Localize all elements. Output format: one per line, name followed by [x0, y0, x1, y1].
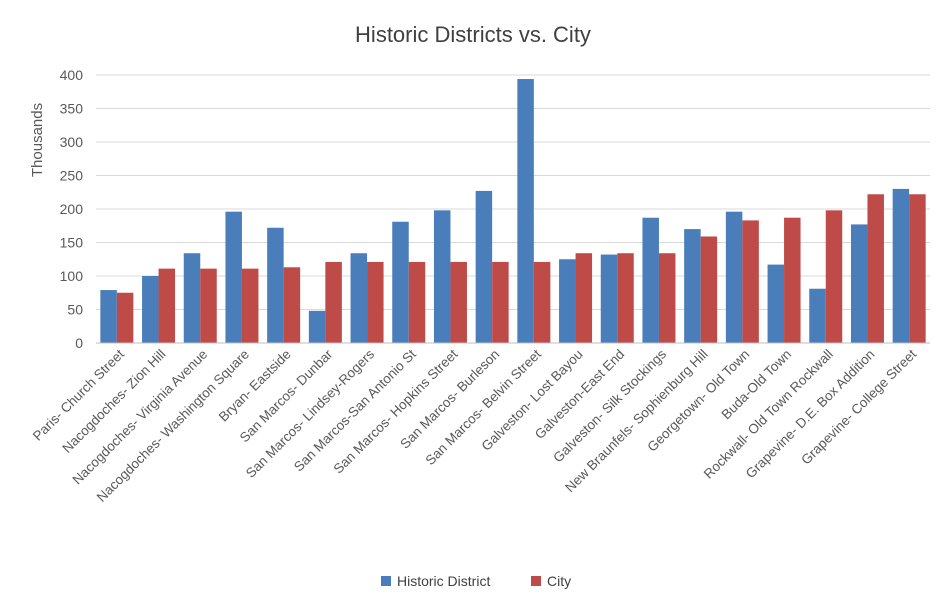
bar-city: [867, 194, 884, 343]
y-axis-label: Thousands: [29, 103, 46, 177]
bar-city: [825, 210, 843, 343]
bar-city: [658, 253, 676, 343]
bar-city: [909, 194, 926, 343]
bar-historic-district: [183, 253, 201, 343]
bar-city: [450, 261, 467, 343]
bar-city: [367, 261, 384, 343]
y-axis-ticks: 0 50 100 150 200 250 300 350 400: [60, 67, 84, 351]
bar-historic-district: [600, 254, 618, 343]
bar-historic-district: [559, 259, 576, 343]
bar-city: [325, 261, 342, 343]
y-tick-label: 400: [60, 67, 84, 83]
bar-historic-district: [350, 253, 368, 343]
bar-city: [784, 217, 801, 343]
y-tick-label: 350: [60, 101, 84, 117]
bar-city: [700, 236, 718, 343]
y-tick-label: 200: [60, 201, 84, 217]
bar-city: [408, 261, 426, 343]
bar-historic-district: [142, 276, 159, 343]
bar-historic-district: [308, 310, 326, 343]
bar-historic-district: [850, 224, 868, 343]
bar-historic-district: [725, 211, 743, 343]
legend: Historic District City: [381, 573, 571, 589]
y-tick-label: 0: [75, 335, 83, 351]
bar-city: [158, 268, 176, 343]
bars: [100, 79, 926, 344]
bar-historic-district: [392, 221, 409, 343]
bar-historic-district: [767, 264, 785, 343]
bar-city: [575, 253, 593, 343]
y-tick-label: 250: [60, 168, 84, 184]
bar-city: [241, 268, 259, 343]
bar-city: [742, 220, 759, 343]
bar-historic-district: [684, 229, 701, 343]
bar-city: [533, 261, 551, 343]
bar-historic-district: [100, 290, 117, 343]
bar-historic-district: [433, 210, 451, 343]
bar-city: [116, 292, 134, 343]
bar-historic-district: [809, 288, 826, 343]
bar-historic-district: [225, 211, 242, 343]
bar-city: [200, 268, 217, 343]
legend-swatch-city: [531, 576, 541, 586]
y-tick-label: 50: [67, 302, 83, 318]
legend-label-historic-district: Historic District: [397, 573, 490, 589]
bar-city: [283, 267, 301, 343]
y-tick-label: 150: [60, 235, 84, 251]
legend-label-city: City: [547, 573, 571, 589]
bar-historic-district: [642, 217, 659, 343]
legend-swatch-historic-district: [381, 576, 391, 586]
bar-city: [492, 261, 509, 343]
chart-title: Historic Districts vs. City: [355, 22, 591, 47]
bar-historic-district: [475, 190, 493, 343]
bar-city: [617, 253, 634, 343]
bar-historic-district: [517, 79, 534, 344]
bar-historic-district: [267, 227, 284, 343]
bar-historic-district: [892, 188, 910, 343]
y-tick-label: 100: [60, 268, 84, 284]
y-tick-label: 300: [60, 134, 84, 150]
